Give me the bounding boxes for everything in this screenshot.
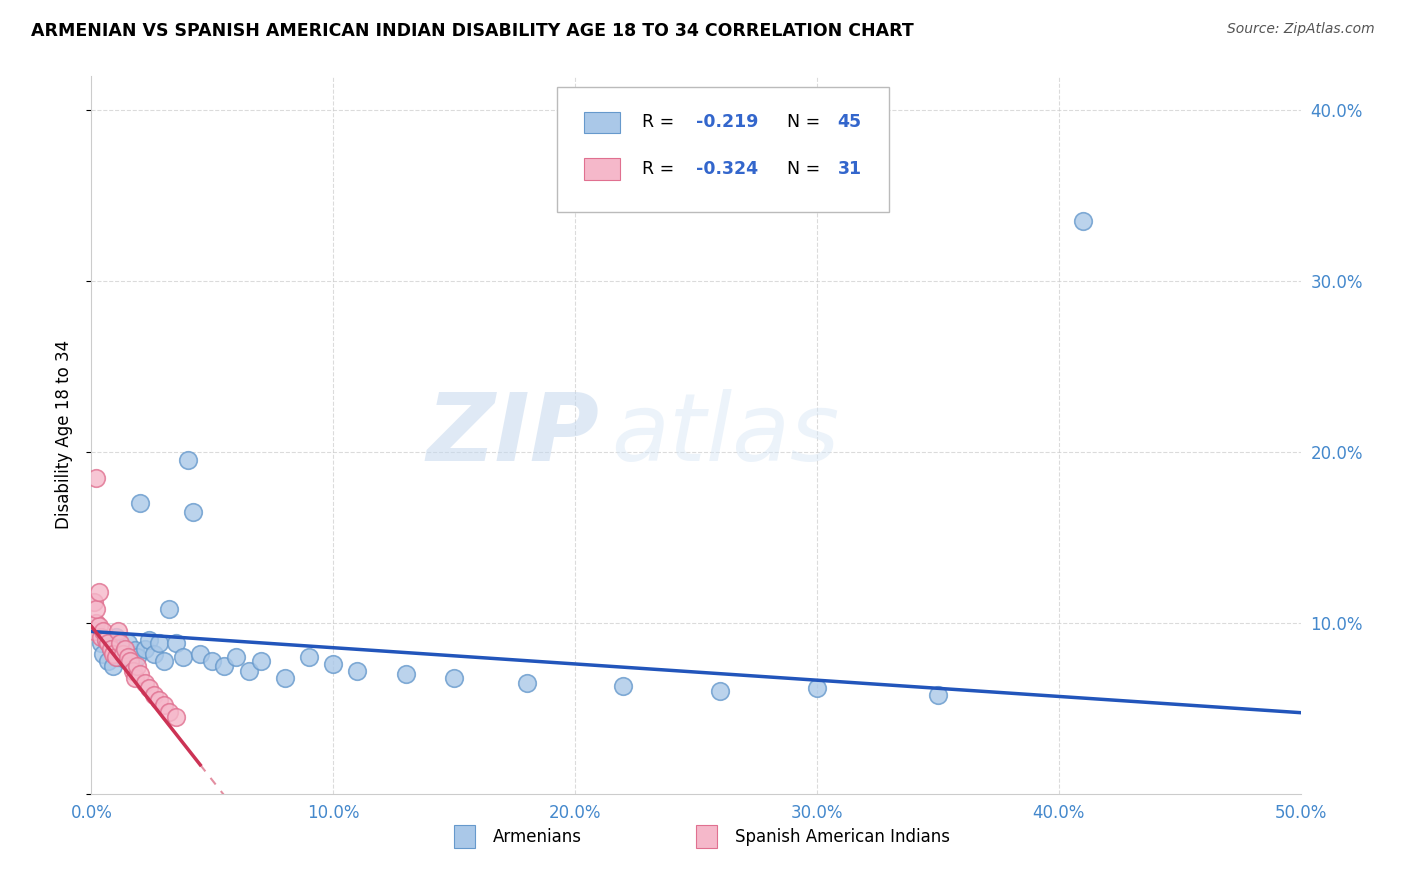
Text: Armenians: Armenians	[494, 828, 582, 846]
Point	[395, 667, 418, 681]
Point	[110, 636, 132, 650]
Point	[93, 624, 115, 639]
Point	[97, 653, 120, 667]
Text: N =: N =	[787, 113, 825, 131]
Point	[201, 653, 224, 667]
Point	[612, 679, 634, 693]
Point	[120, 647, 142, 661]
Point	[87, 619, 110, 633]
Text: atlas: atlas	[612, 389, 839, 481]
Point	[117, 636, 139, 650]
Point	[127, 650, 149, 665]
Point	[709, 684, 731, 698]
FancyBboxPatch shape	[557, 87, 890, 212]
Point	[104, 650, 127, 665]
Point	[322, 657, 344, 671]
Point	[107, 624, 129, 639]
Point	[128, 496, 150, 510]
FancyBboxPatch shape	[583, 112, 620, 133]
Point	[101, 647, 124, 661]
FancyBboxPatch shape	[696, 825, 717, 847]
Point	[94, 633, 117, 648]
Point	[143, 647, 166, 661]
Text: ARMENIAN VS SPANISH AMERICAN INDIAN DISABILITY AGE 18 TO 34 CORRELATION CHART: ARMENIAN VS SPANISH AMERICAN INDIAN DISA…	[31, 22, 914, 40]
Point	[90, 630, 112, 644]
Text: ZIP: ZIP	[426, 389, 599, 481]
Text: R =: R =	[641, 161, 679, 178]
Point	[127, 658, 149, 673]
Text: Source: ZipAtlas.com: Source: ZipAtlas.com	[1227, 22, 1375, 37]
Point	[181, 505, 204, 519]
Point	[138, 681, 160, 695]
Point	[153, 653, 176, 667]
Point	[148, 636, 170, 650]
Point	[117, 650, 139, 665]
Point	[134, 675, 156, 690]
Point	[107, 650, 129, 665]
Point	[157, 705, 180, 719]
Point	[124, 643, 146, 657]
Point	[94, 633, 117, 648]
Point	[128, 667, 150, 681]
Point	[806, 681, 828, 695]
Point	[153, 698, 176, 712]
Point	[100, 641, 122, 656]
Point	[249, 653, 271, 667]
Point	[238, 664, 260, 678]
Point	[298, 650, 321, 665]
Point	[90, 636, 112, 650]
Point	[165, 636, 187, 650]
Point	[111, 645, 134, 659]
Text: N =: N =	[787, 161, 825, 178]
Point	[157, 602, 180, 616]
Point	[274, 671, 297, 685]
Text: R =: R =	[641, 113, 679, 131]
Point	[188, 647, 211, 661]
Y-axis label: Disability Age 18 to 34: Disability Age 18 to 34	[55, 340, 73, 530]
Point	[93, 647, 115, 661]
Point	[516, 675, 538, 690]
Point	[1071, 214, 1094, 228]
Point	[84, 470, 107, 484]
Point	[138, 633, 160, 648]
Point	[172, 650, 194, 665]
Point	[97, 636, 120, 650]
Point	[177, 453, 200, 467]
Point	[87, 585, 110, 599]
Text: 45: 45	[838, 113, 862, 131]
Point	[111, 647, 134, 661]
Point	[121, 657, 143, 671]
Text: 31: 31	[838, 161, 862, 178]
FancyBboxPatch shape	[583, 159, 620, 180]
Point	[165, 710, 187, 724]
Text: -0.219: -0.219	[696, 113, 758, 131]
Point	[83, 595, 105, 609]
Point	[927, 688, 949, 702]
Point	[225, 650, 247, 665]
Point	[84, 602, 107, 616]
Point	[120, 653, 142, 667]
Point	[114, 652, 136, 666]
Text: Spanish American Indians: Spanish American Indians	[735, 828, 949, 846]
Point	[443, 671, 465, 685]
Point	[346, 664, 368, 678]
Point	[100, 641, 122, 656]
Text: -0.324: -0.324	[696, 161, 758, 178]
Point	[134, 641, 156, 656]
Point	[121, 664, 143, 678]
Point	[83, 624, 105, 639]
FancyBboxPatch shape	[454, 825, 475, 847]
Point	[84, 615, 107, 630]
Point	[101, 658, 124, 673]
Point	[143, 688, 166, 702]
Point	[148, 693, 170, 707]
Point	[110, 640, 132, 654]
Point	[104, 630, 127, 644]
Point	[114, 641, 136, 656]
Point	[124, 671, 146, 685]
Point	[214, 658, 236, 673]
